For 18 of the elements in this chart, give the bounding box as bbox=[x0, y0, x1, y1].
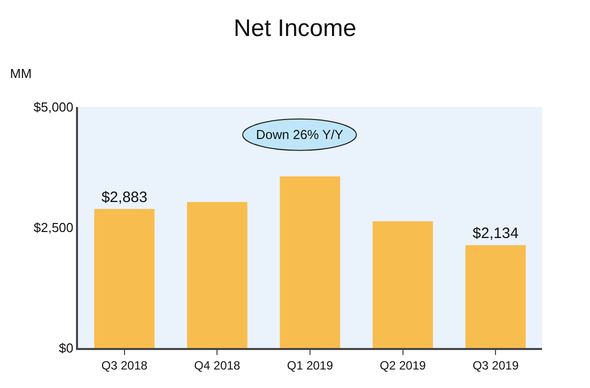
y-tick-label: $0 bbox=[58, 340, 74, 356]
annotation: Down 26% Y/Y bbox=[256, 127, 344, 142]
data-label: $2,883 bbox=[101, 189, 148, 206]
x-tick-label: Q3 2018 bbox=[101, 358, 148, 372]
y-axis-title: MM bbox=[10, 66, 32, 81]
data-label: $2,134 bbox=[472, 225, 519, 242]
bar bbox=[187, 202, 248, 348]
chart-title: Net Income bbox=[234, 15, 356, 42]
bar bbox=[94, 209, 155, 348]
x-tick-label: Q1 2019 bbox=[286, 358, 334, 372]
x-tick-label: Q4 2018 bbox=[194, 358, 241, 372]
x-tick-label: Q2 2019 bbox=[380, 358, 426, 372]
x-tick-label: Q3 2019 bbox=[472, 358, 519, 372]
bar bbox=[465, 245, 526, 348]
bar bbox=[280, 176, 340, 348]
bar bbox=[372, 221, 433, 348]
y-tick-label: $2,500 bbox=[34, 220, 74, 236]
y-tick-label: $5,000 bbox=[34, 100, 74, 115]
